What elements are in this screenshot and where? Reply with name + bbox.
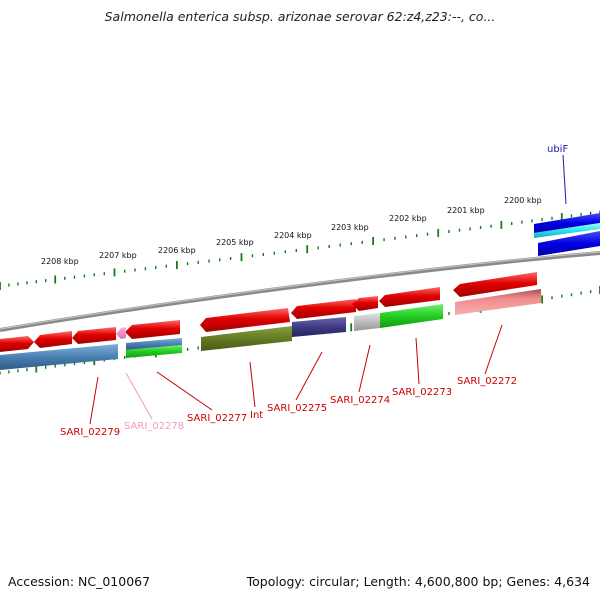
tick-label-2201: 2201 kbp [447, 206, 485, 215]
gene-label-int[interactable]: Int [250, 410, 263, 421]
gene-steel-2[interactable] [126, 338, 182, 350]
gene-labels: ubiF SARI_02279 SARI_02278 SARI_02277 In… [60, 144, 568, 438]
gene-fwd-4[interactable] [125, 320, 180, 339]
reverse-genes [0, 289, 541, 370]
tick-label-2206: 2206 kbp [158, 246, 196, 255]
gene-green-small[interactable] [126, 345, 182, 358]
gene-fwd-3[interactable] [72, 327, 116, 344]
outer-ruler [0, 210, 600, 290]
gene-label-sari-02277[interactable]: SARI_02277 [187, 413, 247, 424]
tick-label-2203: 2203 kbp [331, 223, 369, 232]
gene-fwd-8[interactable] [379, 287, 440, 307]
accession-text: Accession: NC_010067 [8, 574, 151, 589]
genome-backbone [0, 251, 600, 332]
gene-label-sari-02278[interactable]: SARI_02278 [124, 421, 184, 432]
tick-label-2208: 2208 kbp [41, 257, 79, 266]
gene-olive[interactable] [201, 326, 292, 351]
gene-label-sari-02279[interactable]: SARI_02279 [60, 427, 120, 438]
tick-label-2205: 2205 kbp [216, 238, 254, 247]
tick-label-2207: 2207 kbp [99, 251, 137, 260]
gene-label-sari-02273[interactable]: SARI_02273 [392, 387, 452, 398]
tick-label-2204: 2204 kbp [274, 231, 312, 240]
gene-steel-1[interactable] [0, 344, 118, 370]
ruler-labels: 2208 kbp 2207 kbp 2206 kbp 2205 kbp 2204… [41, 196, 542, 266]
gene-label-ubiF[interactable]: ubiF [547, 144, 568, 155]
gene-ubiF[interactable] [534, 213, 600, 256]
map-title: Salmonella enterica subsp. arizonae sero… [104, 9, 496, 24]
gene-salmon[interactable] [455, 289, 541, 315]
tick-label-2200: 2200 kbp [504, 196, 542, 205]
gene-fwd-7[interactable] [352, 296, 378, 311]
gene-label-sari-02274[interactable]: SARI_02274 [330, 395, 390, 406]
gene-fwd-5[interactable] [200, 308, 290, 332]
genome-backbone-highlight [0, 251, 600, 330]
gene-fwd-6[interactable] [291, 299, 356, 319]
tick-label-2202: 2202 kbp [389, 214, 427, 223]
gene-fwd-2[interactable] [34, 331, 72, 348]
gene-fwd-1[interactable] [0, 336, 34, 352]
forward-genes [0, 272, 537, 352]
gene-label-sari-02275[interactable]: SARI_02275 [267, 403, 327, 414]
gene-pink-small[interactable] [116, 327, 126, 339]
gene-navy[interactable] [292, 317, 346, 337]
summary-text: Topology: circular; Length: 4,600,800 bp… [246, 574, 590, 589]
gene-label-sari-02272[interactable]: SARI_02272 [457, 376, 517, 387]
gene-green-large[interactable] [380, 304, 443, 328]
gene-fwd-9[interactable] [453, 272, 537, 297]
label-leaders [89, 154, 567, 425]
gene-gray[interactable] [354, 313, 380, 331]
